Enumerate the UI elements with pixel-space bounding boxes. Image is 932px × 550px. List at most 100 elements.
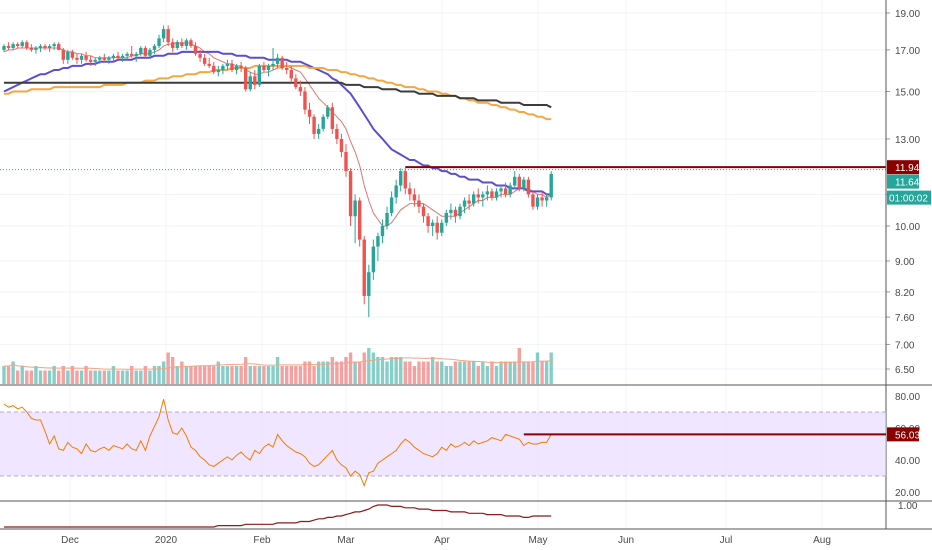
volume-bar [15, 370, 20, 384]
candle-body [75, 57, 79, 60]
volume-bar [134, 370, 138, 384]
candle-body [61, 49, 65, 60]
price-tick-label: 7.00 [895, 340, 915, 351]
candle-body [462, 200, 467, 207]
candle-body [20, 42, 24, 47]
x-tick-label: Apr [434, 535, 450, 546]
volume-bar [52, 366, 56, 384]
candle-body [458, 206, 462, 217]
volume-bar [234, 366, 239, 384]
candle-body [353, 200, 357, 217]
candle-body [143, 47, 148, 56]
volume-bar [426, 361, 430, 384]
volume-bar [385, 361, 389, 384]
volume-bar [499, 361, 503, 384]
candle-body [25, 42, 29, 48]
rsi-tick-label: 20.00 [895, 488, 920, 499]
candle-body [357, 200, 362, 240]
volume-bar [476, 366, 480, 384]
volume-bar [321, 361, 325, 384]
volume-bar [75, 370, 79, 384]
volume-bar [453, 361, 458, 384]
candle-body [485, 191, 490, 195]
candle-body [29, 47, 34, 50]
volume-bar [294, 366, 298, 384]
volume-bar [6, 366, 11, 384]
volume-bar [335, 361, 339, 384]
countdown-tag-label: 01:00:02 [889, 194, 928, 205]
volume-bar [444, 366, 449, 384]
rsi-band [0, 412, 886, 476]
candle-body [289, 70, 293, 79]
candle-body [490, 191, 494, 198]
candle-body [344, 151, 348, 172]
candle-body [184, 40, 189, 47]
candle-body [198, 53, 202, 58]
candle-body [440, 222, 444, 233]
volume-bar [70, 366, 75, 384]
volume-bar [513, 361, 517, 384]
volume-bar [157, 366, 161, 384]
candle-body [339, 138, 344, 152]
candle-body [330, 107, 335, 129]
volume-bar [435, 361, 439, 384]
candle-body [394, 185, 398, 198]
candle-body [234, 65, 239, 71]
volume-bar [417, 361, 421, 384]
volume-bar [257, 366, 262, 384]
volume-bar [148, 370, 152, 384]
volume-bar [61, 366, 65, 384]
volume-bar [20, 366, 24, 384]
candle-body [408, 188, 412, 195]
volume-bar [508, 361, 512, 384]
candle-body [66, 51, 70, 60]
last-price-tag [887, 174, 919, 189]
volume-bar [376, 357, 380, 384]
rsi-line-tag [887, 427, 919, 442]
candle-body [444, 213, 449, 223]
price-tick-label: 19.00 [895, 9, 920, 20]
rsi-tick-label: 80.00 [895, 392, 920, 403]
volume-bar [202, 366, 207, 384]
candle-body [171, 42, 175, 48]
x-tick-label: May [529, 535, 548, 546]
volume-bar [225, 366, 230, 384]
candle-body [93, 59, 97, 62]
volume-bar [289, 366, 293, 384]
volume-bar [184, 366, 189, 384]
candle-body [166, 29, 170, 43]
volume-bar [371, 352, 376, 384]
candle-body [494, 191, 499, 198]
volume-bar [129, 366, 134, 384]
volume-ma-line [4, 357, 552, 370]
candle-body [157, 38, 161, 47]
candle-body [285, 67, 289, 71]
volume-bar [481, 361, 485, 384]
price-line-tag-label: 11.94 [895, 163, 920, 174]
candle-body [280, 57, 284, 68]
volume-bar [330, 357, 335, 384]
candle-body [253, 76, 257, 85]
volume-bar [47, 370, 52, 384]
x-tick-label: 2020 [155, 535, 178, 546]
candle-body [271, 63, 275, 66]
volume-bar [79, 370, 84, 384]
volume-bar [88, 370, 93, 384]
volume-bar [262, 366, 266, 384]
volume-bar [403, 361, 407, 384]
candle-body [517, 176, 521, 189]
candle-body [243, 67, 248, 90]
candle-body [88, 59, 93, 62]
volume-bar [535, 352, 540, 384]
candle-body [248, 76, 252, 90]
candle-body [321, 116, 325, 129]
candle-body [111, 55, 116, 58]
x-tick-label: Jul [720, 535, 733, 546]
candle-body [294, 78, 298, 88]
candle-body [262, 65, 266, 71]
price-tick-label: 13.00 [895, 135, 920, 146]
candle-body [47, 46, 52, 48]
volume-bar [139, 370, 143, 384]
volume-bar [171, 357, 175, 384]
